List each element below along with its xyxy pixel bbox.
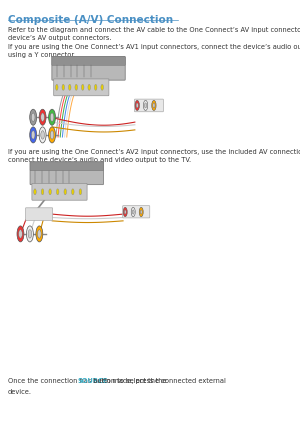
Circle shape	[34, 189, 36, 195]
Circle shape	[136, 103, 138, 108]
Circle shape	[81, 84, 84, 90]
FancyBboxPatch shape	[123, 206, 150, 218]
Circle shape	[75, 84, 77, 90]
Circle shape	[140, 210, 142, 214]
Text: device.: device.	[8, 389, 32, 395]
Text: If you are using the One Connect’s AV1 input connectors, connect the device’s au: If you are using the One Connect’s AV1 i…	[8, 44, 300, 58]
Circle shape	[41, 189, 44, 195]
FancyBboxPatch shape	[134, 99, 164, 112]
Circle shape	[39, 127, 46, 143]
Circle shape	[153, 103, 155, 108]
Circle shape	[49, 109, 56, 125]
Circle shape	[64, 189, 67, 195]
Text: button to select the connected external: button to select the connected external	[91, 377, 226, 384]
Text: If you are using the One Connect’s AV2 input connectors, use the included AV con: If you are using the One Connect’s AV2 i…	[8, 149, 300, 163]
Circle shape	[56, 84, 58, 90]
FancyBboxPatch shape	[52, 56, 125, 80]
Circle shape	[56, 189, 59, 195]
Circle shape	[17, 226, 24, 242]
Circle shape	[30, 127, 37, 143]
Circle shape	[68, 84, 71, 90]
Text: Composite (A/V) Connection: Composite (A/V) Connection	[8, 15, 173, 25]
Circle shape	[50, 113, 54, 121]
Circle shape	[41, 113, 44, 121]
Circle shape	[124, 210, 126, 214]
Circle shape	[143, 100, 148, 111]
Circle shape	[132, 210, 134, 214]
Circle shape	[49, 127, 56, 143]
FancyBboxPatch shape	[30, 162, 103, 184]
Circle shape	[62, 84, 64, 90]
Circle shape	[145, 103, 147, 108]
Circle shape	[101, 84, 104, 90]
Circle shape	[139, 207, 143, 217]
Text: SOURCE: SOURCE	[78, 377, 108, 384]
Circle shape	[131, 207, 135, 217]
Circle shape	[88, 84, 91, 90]
Circle shape	[79, 189, 82, 195]
Circle shape	[32, 113, 35, 121]
Circle shape	[26, 226, 33, 242]
FancyBboxPatch shape	[26, 208, 52, 220]
Circle shape	[30, 109, 37, 125]
Circle shape	[36, 226, 43, 242]
Circle shape	[39, 109, 46, 125]
Circle shape	[71, 189, 74, 195]
Circle shape	[152, 100, 156, 111]
Circle shape	[50, 131, 54, 139]
Circle shape	[41, 131, 44, 139]
Circle shape	[28, 230, 32, 238]
Text: Once the connection has been made, press the: Once the connection has been made, press…	[8, 377, 169, 384]
FancyBboxPatch shape	[54, 79, 109, 96]
Circle shape	[123, 207, 127, 217]
Circle shape	[19, 230, 22, 238]
Circle shape	[135, 100, 140, 111]
Circle shape	[38, 230, 41, 238]
FancyBboxPatch shape	[32, 183, 87, 200]
Circle shape	[32, 131, 35, 139]
Circle shape	[49, 189, 51, 195]
Text: Refer to the diagram and connect the AV cable to the One Connect’s AV input conn: Refer to the diagram and connect the AV …	[8, 27, 300, 41]
FancyBboxPatch shape	[52, 56, 125, 65]
Circle shape	[94, 84, 97, 90]
FancyBboxPatch shape	[30, 162, 103, 171]
